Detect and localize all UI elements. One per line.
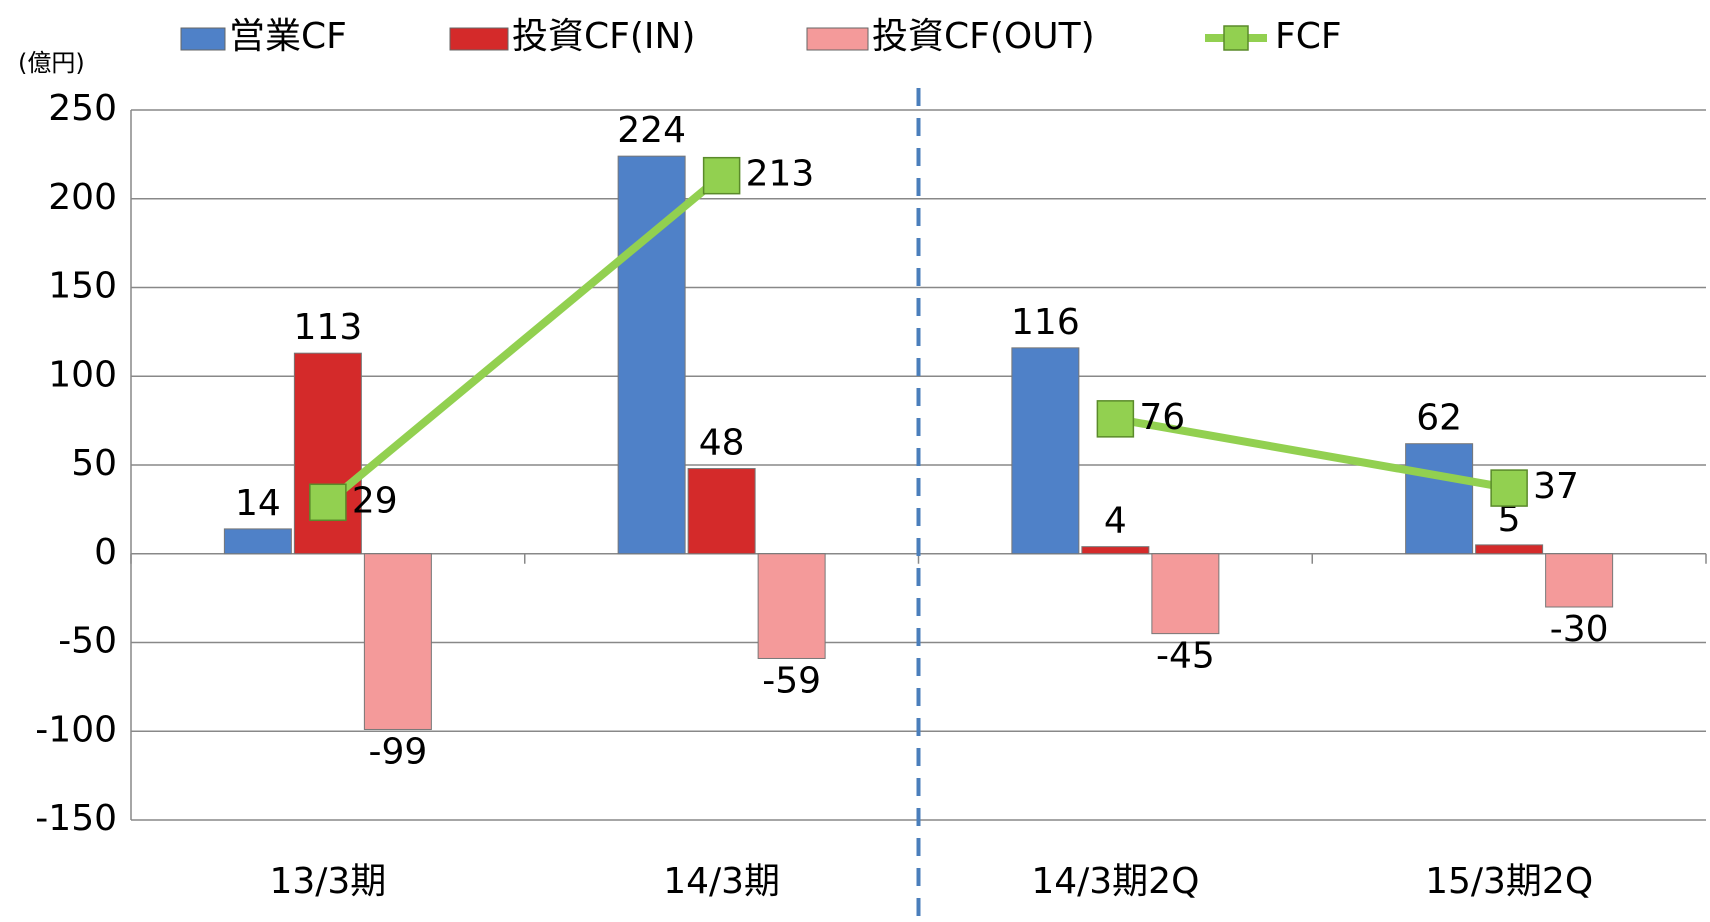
bar [363, 553, 432, 730]
data-label: 4 [1104, 501, 1127, 542]
legend-label: FCF [1275, 16, 1342, 57]
data-label: 76 [1139, 397, 1185, 438]
data-label: -59 [762, 660, 821, 701]
data-label: 5 [1498, 499, 1521, 540]
fcf-marker [702, 156, 741, 195]
data-label: 62 [1416, 398, 1462, 439]
y-tick-label: -100 [35, 709, 117, 750]
data-label: 224 [617, 110, 686, 151]
y-axis-label: (億円) [18, 49, 85, 77]
bar [1151, 553, 1220, 635]
legend-label: 営業CF [229, 16, 347, 57]
x-tick-label: 13/3期 [269, 861, 386, 902]
data-label: 116 [1011, 302, 1080, 343]
legend-swatch [180, 27, 226, 51]
y-tick-label: -50 [58, 621, 117, 662]
y-tick-label: 200 [48, 177, 117, 218]
data-label: 29 [352, 480, 398, 521]
x-tick-label: 15/3期2Q [1425, 861, 1593, 902]
y-tick-label: 50 [71, 443, 117, 484]
fcf-line [1114, 414, 1510, 493]
bar [1475, 544, 1544, 555]
legend-marker [1223, 25, 1249, 51]
bar [687, 468, 756, 555]
bar [223, 528, 292, 555]
bar [757, 553, 826, 659]
legend-label: 投資CF(OUT) [872, 16, 1095, 57]
data-label: -99 [368, 731, 427, 772]
x-tick-label: 14/3期 [663, 861, 780, 902]
bar [1081, 546, 1150, 555]
fcf-line [325, 172, 725, 506]
x-tick-label: 14/3期2Q [1031, 861, 1199, 902]
y-tick-label: 250 [48, 88, 117, 129]
fcf-marker [1490, 469, 1528, 507]
legend-label: 投資CF(IN) [512, 16, 695, 57]
legend-swatch [449, 27, 509, 51]
fcf-marker [1096, 400, 1135, 438]
data-label: 37 [1533, 466, 1579, 507]
data-label: 113 [294, 307, 363, 348]
fcf-marker [309, 483, 347, 522]
legend-swatch [806, 27, 869, 51]
bar [293, 352, 362, 555]
y-tick-label: 100 [48, 354, 117, 395]
data-label: 213 [746, 154, 815, 195]
bar [1405, 443, 1474, 555]
data-label: 14 [235, 483, 281, 524]
data-label: -30 [1550, 609, 1609, 650]
bar [617, 155, 686, 555]
data-label: -45 [1156, 636, 1215, 677]
data-label: 48 [699, 423, 745, 464]
y-tick-label: 0 [94, 532, 117, 573]
bar [1011, 347, 1080, 555]
y-tick-label: -150 [35, 798, 117, 839]
y-tick-label: 150 [48, 266, 117, 307]
bar [1545, 553, 1614, 608]
